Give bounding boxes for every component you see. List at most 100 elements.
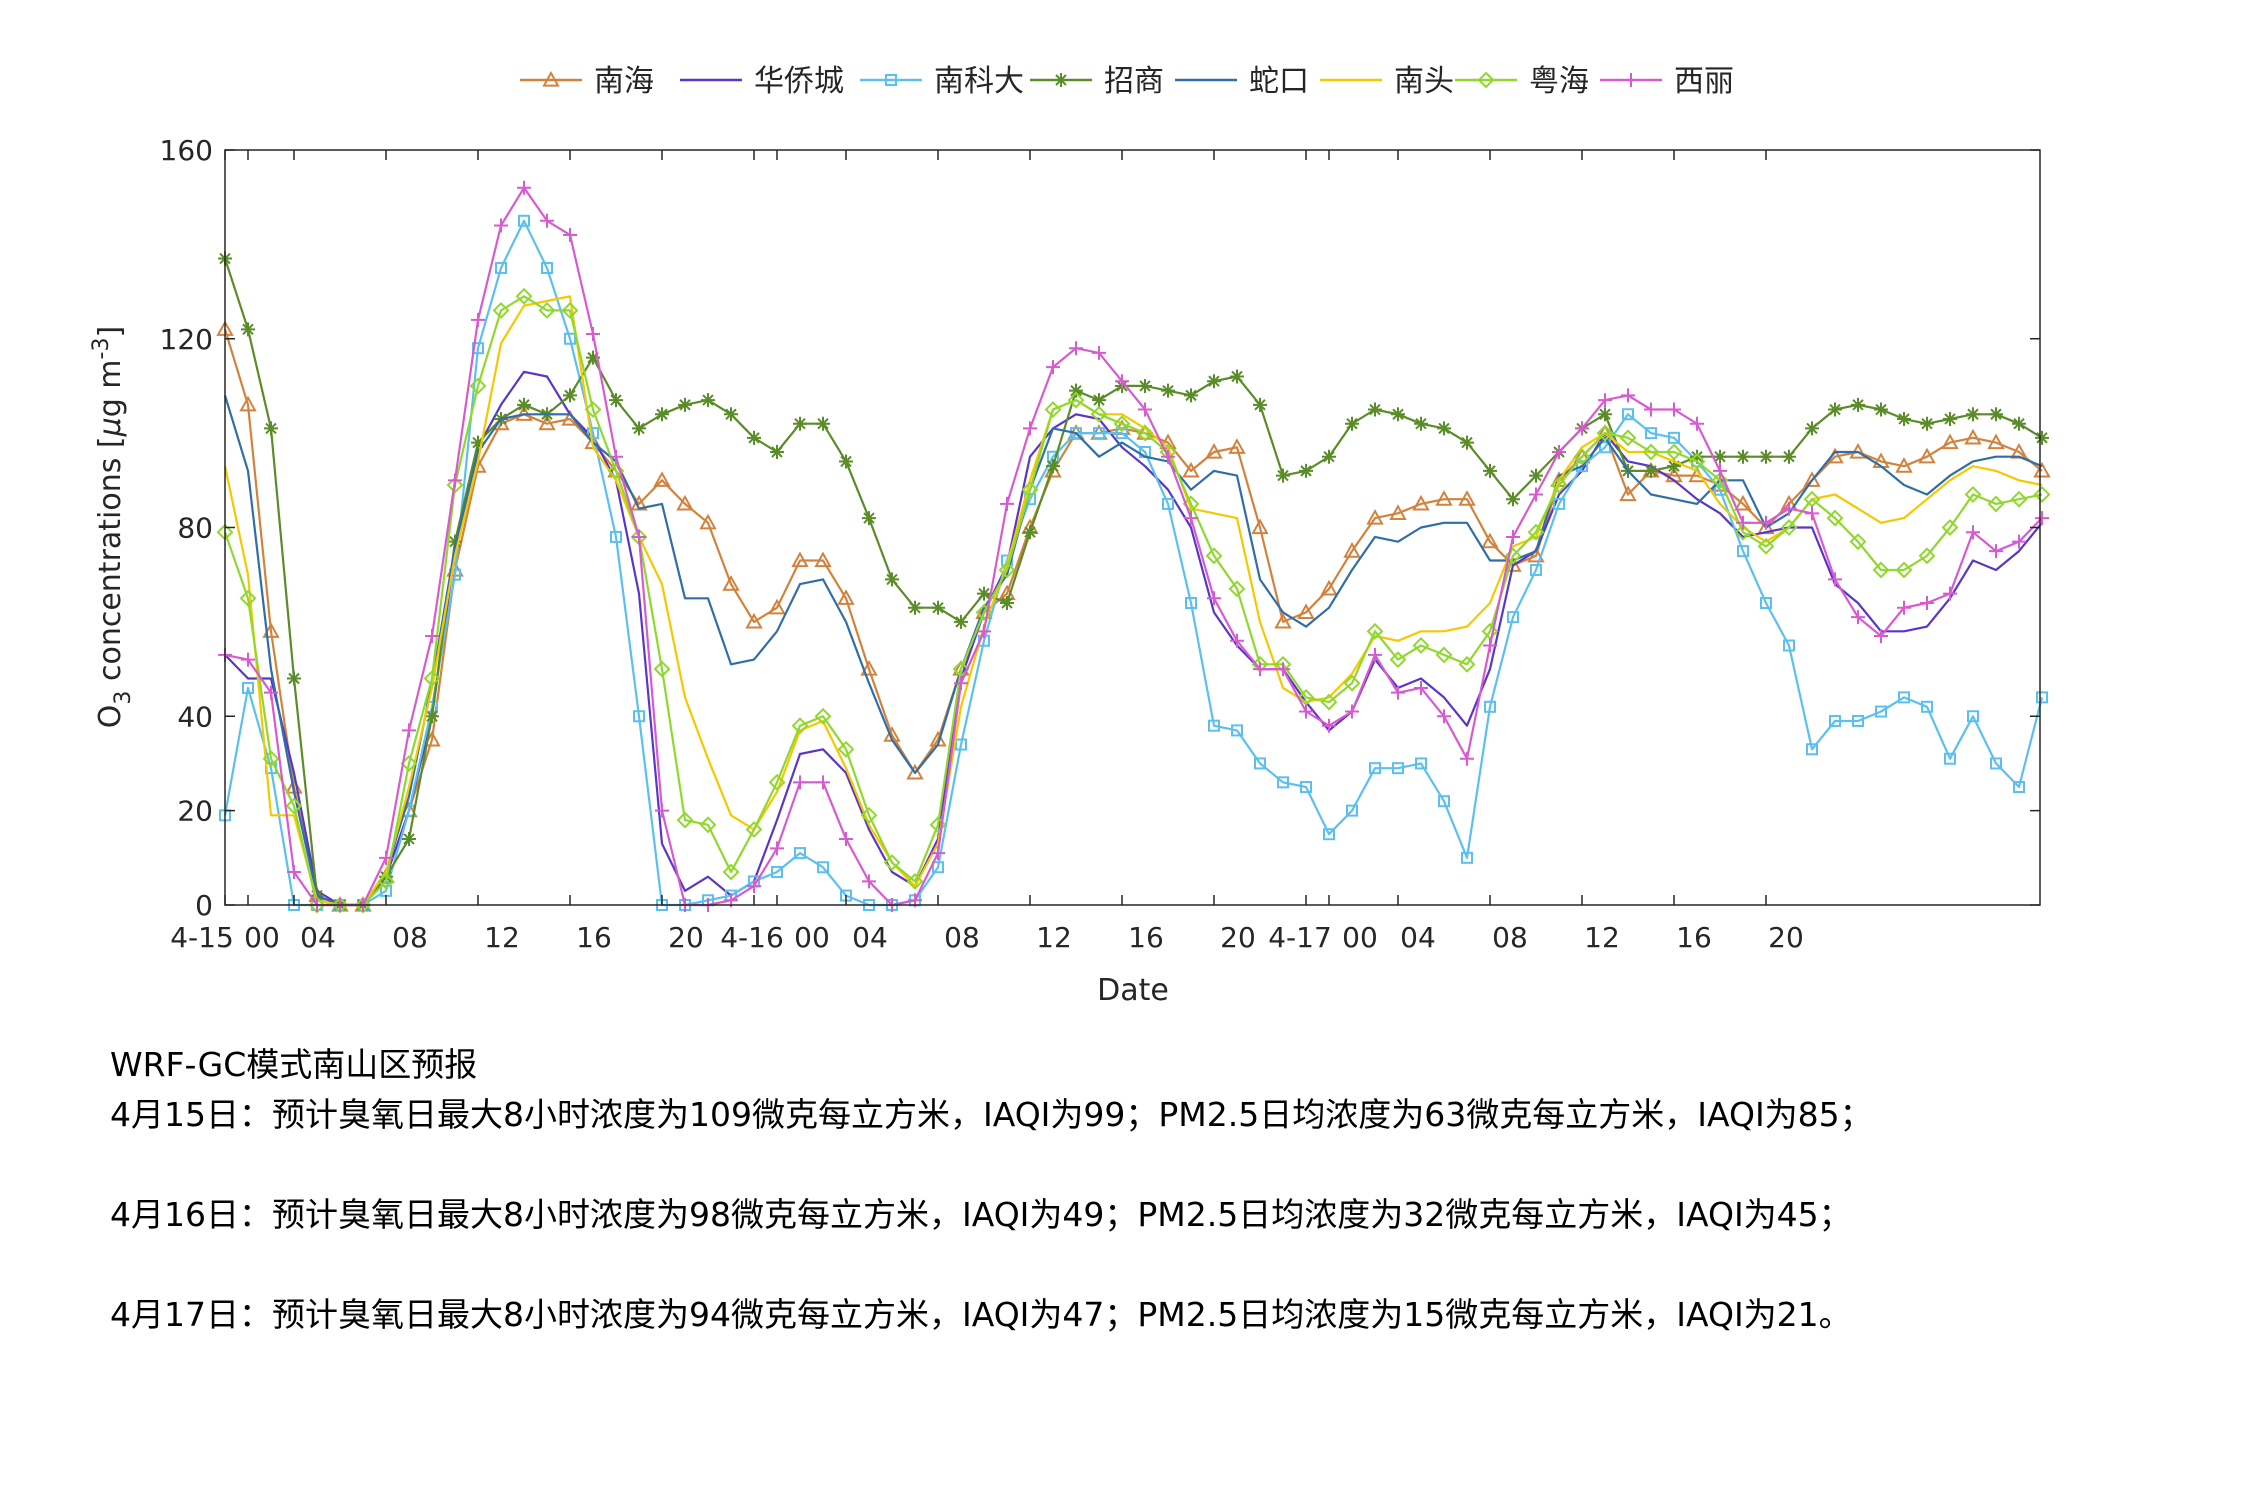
data-point (1759, 515, 1773, 530)
data-point (1412, 494, 1430, 511)
data-point (1161, 449, 1175, 464)
data-point (1023, 421, 1037, 436)
data-point (1849, 533, 1867, 551)
data-point (954, 614, 968, 629)
data-point (768, 598, 786, 615)
report-day3: 4月17日：预计臭氧日最大8小时浓度为94微克每立方米，IAQI为47；PM2.… (110, 1295, 1852, 1334)
x-tick-label: 20 (1220, 921, 1256, 954)
forecast-report: WRF-GC模式南山区预报 4月15日：预计臭氧日最大8小时浓度为109微克每立… (110, 1040, 2210, 1340)
data-point (1483, 638, 1497, 653)
data-point (1000, 496, 1014, 511)
data-point (564, 332, 576, 345)
data-point (1918, 547, 1936, 565)
data-point (1484, 700, 1496, 713)
data-point (1619, 485, 1637, 502)
data-point (1757, 537, 1775, 555)
data-point (1550, 476, 1568, 494)
data-point (1872, 561, 1890, 579)
data-point (816, 775, 830, 790)
data-point (1437, 421, 1451, 436)
data-point (586, 350, 600, 365)
data-point (1941, 433, 1959, 450)
data-point (1205, 547, 1223, 565)
data-point (1162, 497, 1174, 510)
y-tick-label: 40 (177, 700, 213, 733)
data-point (1205, 442, 1223, 459)
data-point (2035, 511, 2049, 526)
legend-marker (542, 70, 560, 87)
data-point (1943, 586, 1957, 601)
data-point (1527, 546, 1545, 563)
data-point (584, 401, 602, 418)
y-tick-label: 20 (177, 795, 213, 828)
data-point (770, 841, 784, 856)
data-point (1392, 762, 1404, 775)
data-point (469, 377, 487, 395)
data-point (977, 624, 991, 639)
data-point (1230, 633, 1244, 648)
data-point (2035, 430, 2049, 445)
data-point (586, 327, 600, 342)
data-point (1895, 457, 1913, 473)
legend-label: 南海 (594, 64, 654, 99)
data-point (1665, 443, 1683, 461)
data-point (1874, 629, 1888, 644)
data-point (1366, 509, 1384, 525)
data-point (402, 831, 416, 846)
x-tick-label: 04 (300, 921, 336, 954)
data-point (264, 685, 278, 700)
data-point (1458, 490, 1476, 506)
legend-label: 华侨城 (754, 64, 844, 99)
data-point (1621, 388, 1635, 403)
legend-marker (1054, 73, 1068, 87)
data-point (561, 302, 579, 319)
data-point (1230, 369, 1244, 384)
data-point (1343, 542, 1361, 558)
data-point (1943, 411, 1957, 426)
data-point (1113, 415, 1131, 433)
data-point (1368, 647, 1382, 662)
data-point (1645, 427, 1657, 440)
data-point (793, 775, 807, 790)
data-point (1504, 547, 1522, 565)
data-point (931, 846, 945, 861)
data-point (2036, 691, 2048, 704)
data-point (239, 395, 257, 412)
x-tick-label: 00 (244, 921, 280, 954)
series-1 (224, 370, 2043, 907)
data-point (1276, 662, 1290, 677)
data-point (239, 589, 257, 607)
data-point (2010, 490, 2028, 508)
data-point (2012, 534, 2026, 549)
data-point (771, 865, 783, 878)
data-point (448, 473, 462, 488)
legend-marker (1477, 71, 1495, 89)
data-point (1644, 402, 1658, 417)
data-point (1415, 757, 1427, 770)
data-point (862, 511, 876, 526)
data-point (791, 717, 809, 735)
data-point (1805, 421, 1819, 436)
legend-label: 蛇口 (1249, 64, 1309, 99)
legend-item: 粤海 (1455, 64, 1589, 99)
data-point (423, 670, 441, 687)
data-point (1138, 378, 1152, 393)
series-3 (218, 251, 2049, 912)
data-point (1874, 402, 1888, 417)
data-point (1944, 752, 1956, 765)
data-point (425, 629, 439, 644)
data-point (1529, 487, 1543, 502)
data-point (955, 738, 967, 751)
series-line (223, 295, 2043, 907)
data-point (1967, 710, 1979, 723)
report-title: WRF-GC模式南山区预报 (110, 1045, 478, 1084)
data-point (653, 660, 671, 678)
data-point (1414, 680, 1428, 695)
data-point (1690, 449, 1704, 464)
data-point (1736, 515, 1750, 530)
x-tick-label: 04 (1400, 921, 1436, 954)
data-point (633, 710, 645, 723)
data-point (1734, 494, 1752, 511)
data-point (264, 421, 278, 436)
